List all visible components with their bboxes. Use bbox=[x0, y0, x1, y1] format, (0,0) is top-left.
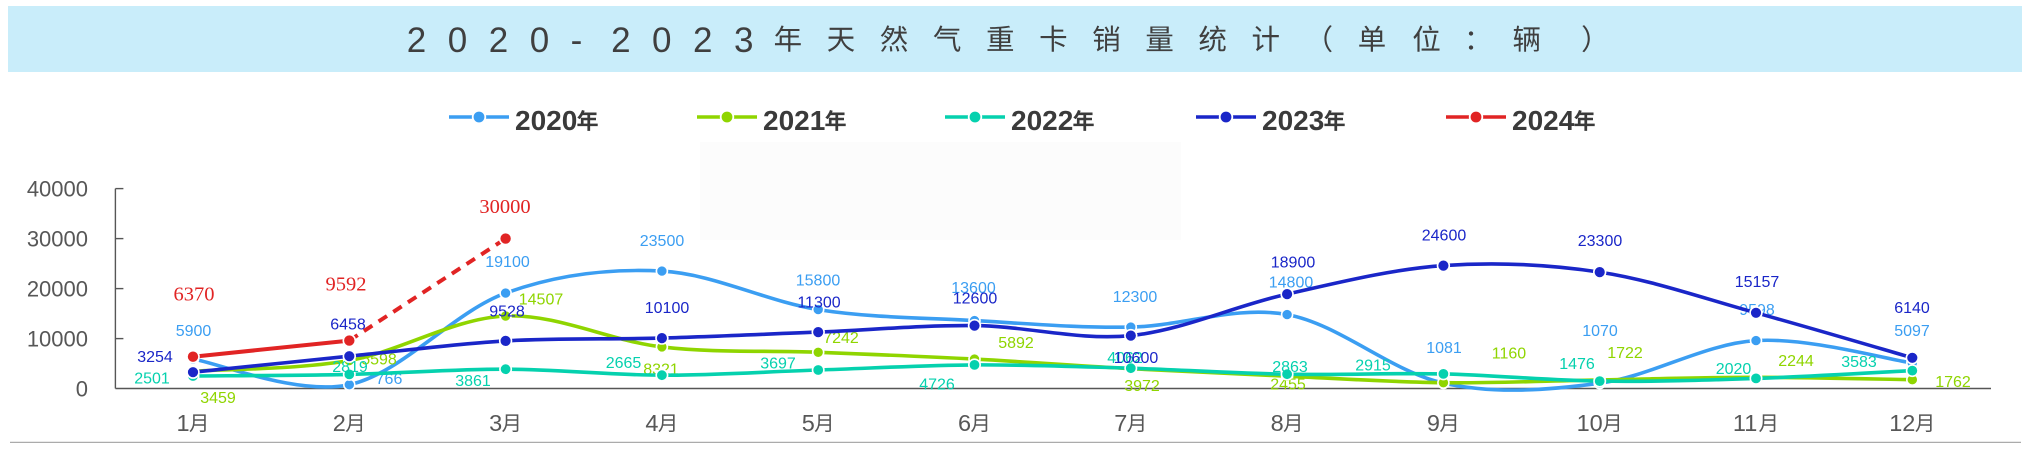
svg-text:12300: 12300 bbox=[1113, 289, 1158, 306]
svg-text:23500: 23500 bbox=[640, 233, 685, 250]
svg-text:12600: 12600 bbox=[953, 290, 998, 307]
svg-text:14800: 14800 bbox=[1269, 274, 1314, 291]
svg-text:13600: 13600 bbox=[951, 280, 996, 297]
svg-text:6370: 6370 bbox=[174, 283, 215, 305]
svg-text:10: 10 bbox=[1577, 410, 1603, 436]
svg-text:4: 4 bbox=[645, 410, 658, 436]
svg-text:5097: 5097 bbox=[1894, 323, 1930, 340]
svg-text:3459: 3459 bbox=[200, 390, 236, 407]
svg-text:3583: 3583 bbox=[1841, 354, 1877, 371]
svg-text:2021: 2021 bbox=[763, 105, 825, 136]
svg-text:5892: 5892 bbox=[998, 335, 1034, 352]
svg-text:2023: 2023 bbox=[611, 21, 775, 60]
svg-text:3972: 3972 bbox=[1124, 378, 1160, 395]
svg-text:11300: 11300 bbox=[797, 294, 840, 311]
svg-text:18900: 18900 bbox=[1271, 254, 1316, 271]
svg-text:9592: 9592 bbox=[326, 273, 367, 295]
svg-text:3: 3 bbox=[489, 410, 502, 436]
svg-text:3861: 3861 bbox=[455, 373, 491, 390]
svg-text:2915: 2915 bbox=[1355, 357, 1391, 374]
svg-text:30000: 30000 bbox=[27, 227, 88, 252]
svg-text:30000: 30000 bbox=[479, 196, 530, 218]
svg-text:9: 9 bbox=[1427, 410, 1440, 436]
svg-text:10100: 10100 bbox=[645, 300, 690, 317]
svg-text:2024: 2024 bbox=[1512, 105, 1575, 136]
svg-text:8: 8 bbox=[1271, 410, 1284, 436]
svg-text:19100: 19100 bbox=[485, 254, 530, 271]
svg-text:24600: 24600 bbox=[1422, 227, 1467, 244]
svg-text:15157: 15157 bbox=[1735, 274, 1780, 291]
svg-text:1762: 1762 bbox=[1935, 374, 1971, 391]
svg-text:1722: 1722 bbox=[1607, 345, 1643, 362]
svg-text:20000: 20000 bbox=[27, 277, 88, 302]
svg-text:15800: 15800 bbox=[796, 272, 841, 289]
svg-text:2863: 2863 bbox=[1272, 359, 1308, 376]
svg-text:3697: 3697 bbox=[760, 355, 796, 372]
svg-text:11: 11 bbox=[1733, 410, 1757, 436]
svg-text:2023: 2023 bbox=[1262, 105, 1324, 136]
svg-text:40000: 40000 bbox=[27, 177, 88, 202]
svg-text:14507: 14507 bbox=[519, 291, 564, 308]
svg-text:4726: 4726 bbox=[919, 376, 955, 393]
svg-text:2455: 2455 bbox=[1270, 376, 1306, 393]
svg-text:1081: 1081 bbox=[1426, 340, 1462, 357]
svg-text:10600: 10600 bbox=[1114, 350, 1159, 367]
svg-text:2501: 2501 bbox=[134, 370, 170, 387]
svg-text:1160: 1160 bbox=[1492, 345, 1527, 362]
svg-text:0: 0 bbox=[76, 377, 88, 402]
svg-text:23300: 23300 bbox=[1578, 233, 1623, 250]
svg-text:2244: 2244 bbox=[1778, 353, 1814, 370]
svg-text:6140: 6140 bbox=[1894, 300, 1930, 317]
svg-text:10000: 10000 bbox=[27, 327, 88, 352]
svg-text:1476: 1476 bbox=[1559, 356, 1595, 373]
svg-text:2020: 2020 bbox=[1716, 361, 1752, 378]
svg-text:12: 12 bbox=[1889, 410, 1915, 436]
svg-text:3254: 3254 bbox=[137, 349, 173, 366]
svg-text:5: 5 bbox=[802, 410, 815, 436]
svg-text:7242: 7242 bbox=[823, 330, 859, 347]
svg-text:9528: 9528 bbox=[489, 303, 525, 320]
svg-text:7: 7 bbox=[1114, 410, 1127, 436]
svg-text:2: 2 bbox=[333, 410, 346, 436]
svg-text:4062: 4062 bbox=[1107, 350, 1143, 367]
svg-text:1070: 1070 bbox=[1582, 323, 1618, 340]
svg-text:2819: 2819 bbox=[332, 359, 368, 376]
svg-text:2020-: 2020- bbox=[407, 21, 604, 60]
svg-text:6458: 6458 bbox=[330, 316, 366, 333]
svg-text:2665: 2665 bbox=[606, 355, 642, 372]
svg-text:1: 1 bbox=[177, 410, 190, 436]
svg-text:2020: 2020 bbox=[515, 105, 577, 136]
svg-text:6: 6 bbox=[958, 410, 971, 436]
svg-text:5900: 5900 bbox=[176, 323, 212, 340]
svg-text:2022: 2022 bbox=[1011, 105, 1073, 136]
